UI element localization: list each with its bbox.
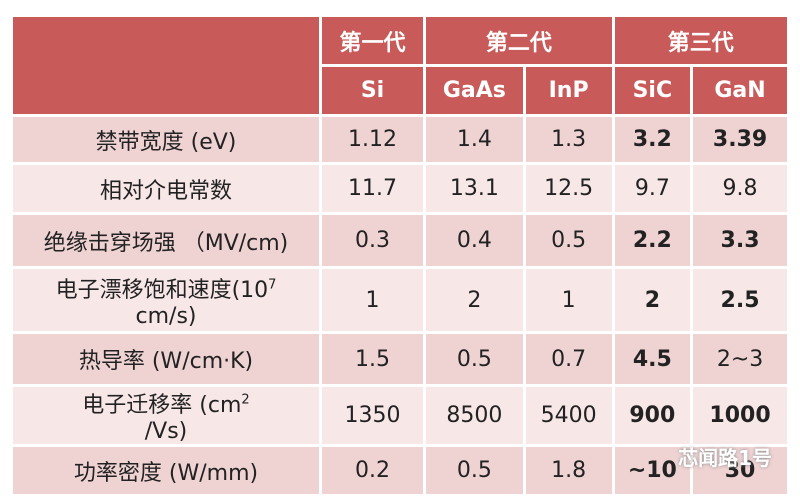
cell: 2 bbox=[425, 268, 525, 333]
cell: 1 bbox=[321, 268, 425, 333]
cell: 5400 bbox=[524, 386, 613, 446]
cell: 8500 bbox=[425, 386, 525, 446]
row-label: 热导率 (W/cm·K) bbox=[12, 333, 321, 386]
cell: 0.3 bbox=[321, 214, 425, 268]
cell: 3.3 bbox=[692, 214, 789, 268]
label-text: 相对介电常数 bbox=[100, 179, 232, 204]
label-tail: /Vs) bbox=[145, 419, 188, 444]
label-text: 电子漂移饱和速度(10 bbox=[56, 278, 269, 303]
group-header: 第二代 bbox=[425, 16, 614, 66]
cell: 1.12 bbox=[321, 116, 425, 164]
cell: 11.7 bbox=[321, 164, 425, 214]
label-sup: 7 bbox=[268, 277, 276, 292]
row-label: 相对介电常数 bbox=[12, 164, 321, 214]
row-label: 功率密度 (W/mm) bbox=[12, 446, 321, 496]
group-header: 第一代 bbox=[321, 16, 425, 66]
cell: 1.3 bbox=[524, 116, 613, 164]
row-label: 绝缘击穿场强 （MV/cm) bbox=[12, 214, 321, 268]
cell: 3.2 bbox=[613, 116, 692, 164]
cell: 2.5 bbox=[692, 268, 789, 333]
label-text: 电子迁移率 (cm bbox=[82, 393, 241, 418]
cell: 9.8 bbox=[692, 164, 789, 214]
cell: 0.5 bbox=[425, 333, 525, 386]
column-header: InP bbox=[524, 66, 613, 116]
cell: 1000 bbox=[692, 386, 789, 446]
cell: 1.8 bbox=[524, 446, 613, 496]
cell: 0.2 bbox=[321, 446, 425, 496]
watermark: 芯闻路1号 bbox=[678, 442, 772, 471]
cell: 0.4 bbox=[425, 214, 525, 268]
cell: 1350 bbox=[321, 386, 425, 446]
cell: 13.1 bbox=[425, 164, 525, 214]
cell: 0.5 bbox=[425, 446, 525, 496]
cell: 2.2 bbox=[613, 214, 692, 268]
column-header: GaN bbox=[692, 66, 789, 116]
cell: 9.7 bbox=[613, 164, 692, 214]
cell: 1 bbox=[524, 268, 613, 333]
label-text: 绝缘击穿场强 （MV/cm) bbox=[44, 231, 289, 256]
cell: 2 bbox=[613, 268, 692, 333]
corner bbox=[12, 16, 321, 116]
column-header: Si bbox=[321, 66, 425, 116]
cell: 0.5 bbox=[524, 214, 613, 268]
cell: 3.39 bbox=[692, 116, 789, 164]
cell: 2~3 bbox=[692, 333, 789, 386]
cell: 4.5 bbox=[613, 333, 692, 386]
row-label: 电子迁移率 (cm2/Vs) bbox=[12, 386, 321, 446]
row-label: 禁带宽度 (eV) bbox=[12, 116, 321, 164]
column-header: SiC bbox=[613, 66, 692, 116]
label-tail: cm/s) bbox=[136, 304, 197, 329]
cell: 0.7 bbox=[524, 333, 613, 386]
label-sup: 2 bbox=[241, 393, 249, 408]
cell: 900 bbox=[613, 386, 692, 446]
row-label: 电子漂移饱和速度(107 cm/s) bbox=[12, 268, 321, 333]
cell: 1.5 bbox=[321, 333, 425, 386]
label-text: 功率密度 (W/mm) bbox=[74, 461, 258, 486]
cell: 1.4 bbox=[425, 116, 525, 164]
group-header: 第三代 bbox=[613, 16, 788, 66]
label-text: 禁带宽度 (eV) bbox=[96, 130, 237, 155]
cell: 12.5 bbox=[524, 164, 613, 214]
column-header: GaAs bbox=[425, 66, 525, 116]
label-text: 热导率 (W/cm·K) bbox=[79, 349, 253, 374]
